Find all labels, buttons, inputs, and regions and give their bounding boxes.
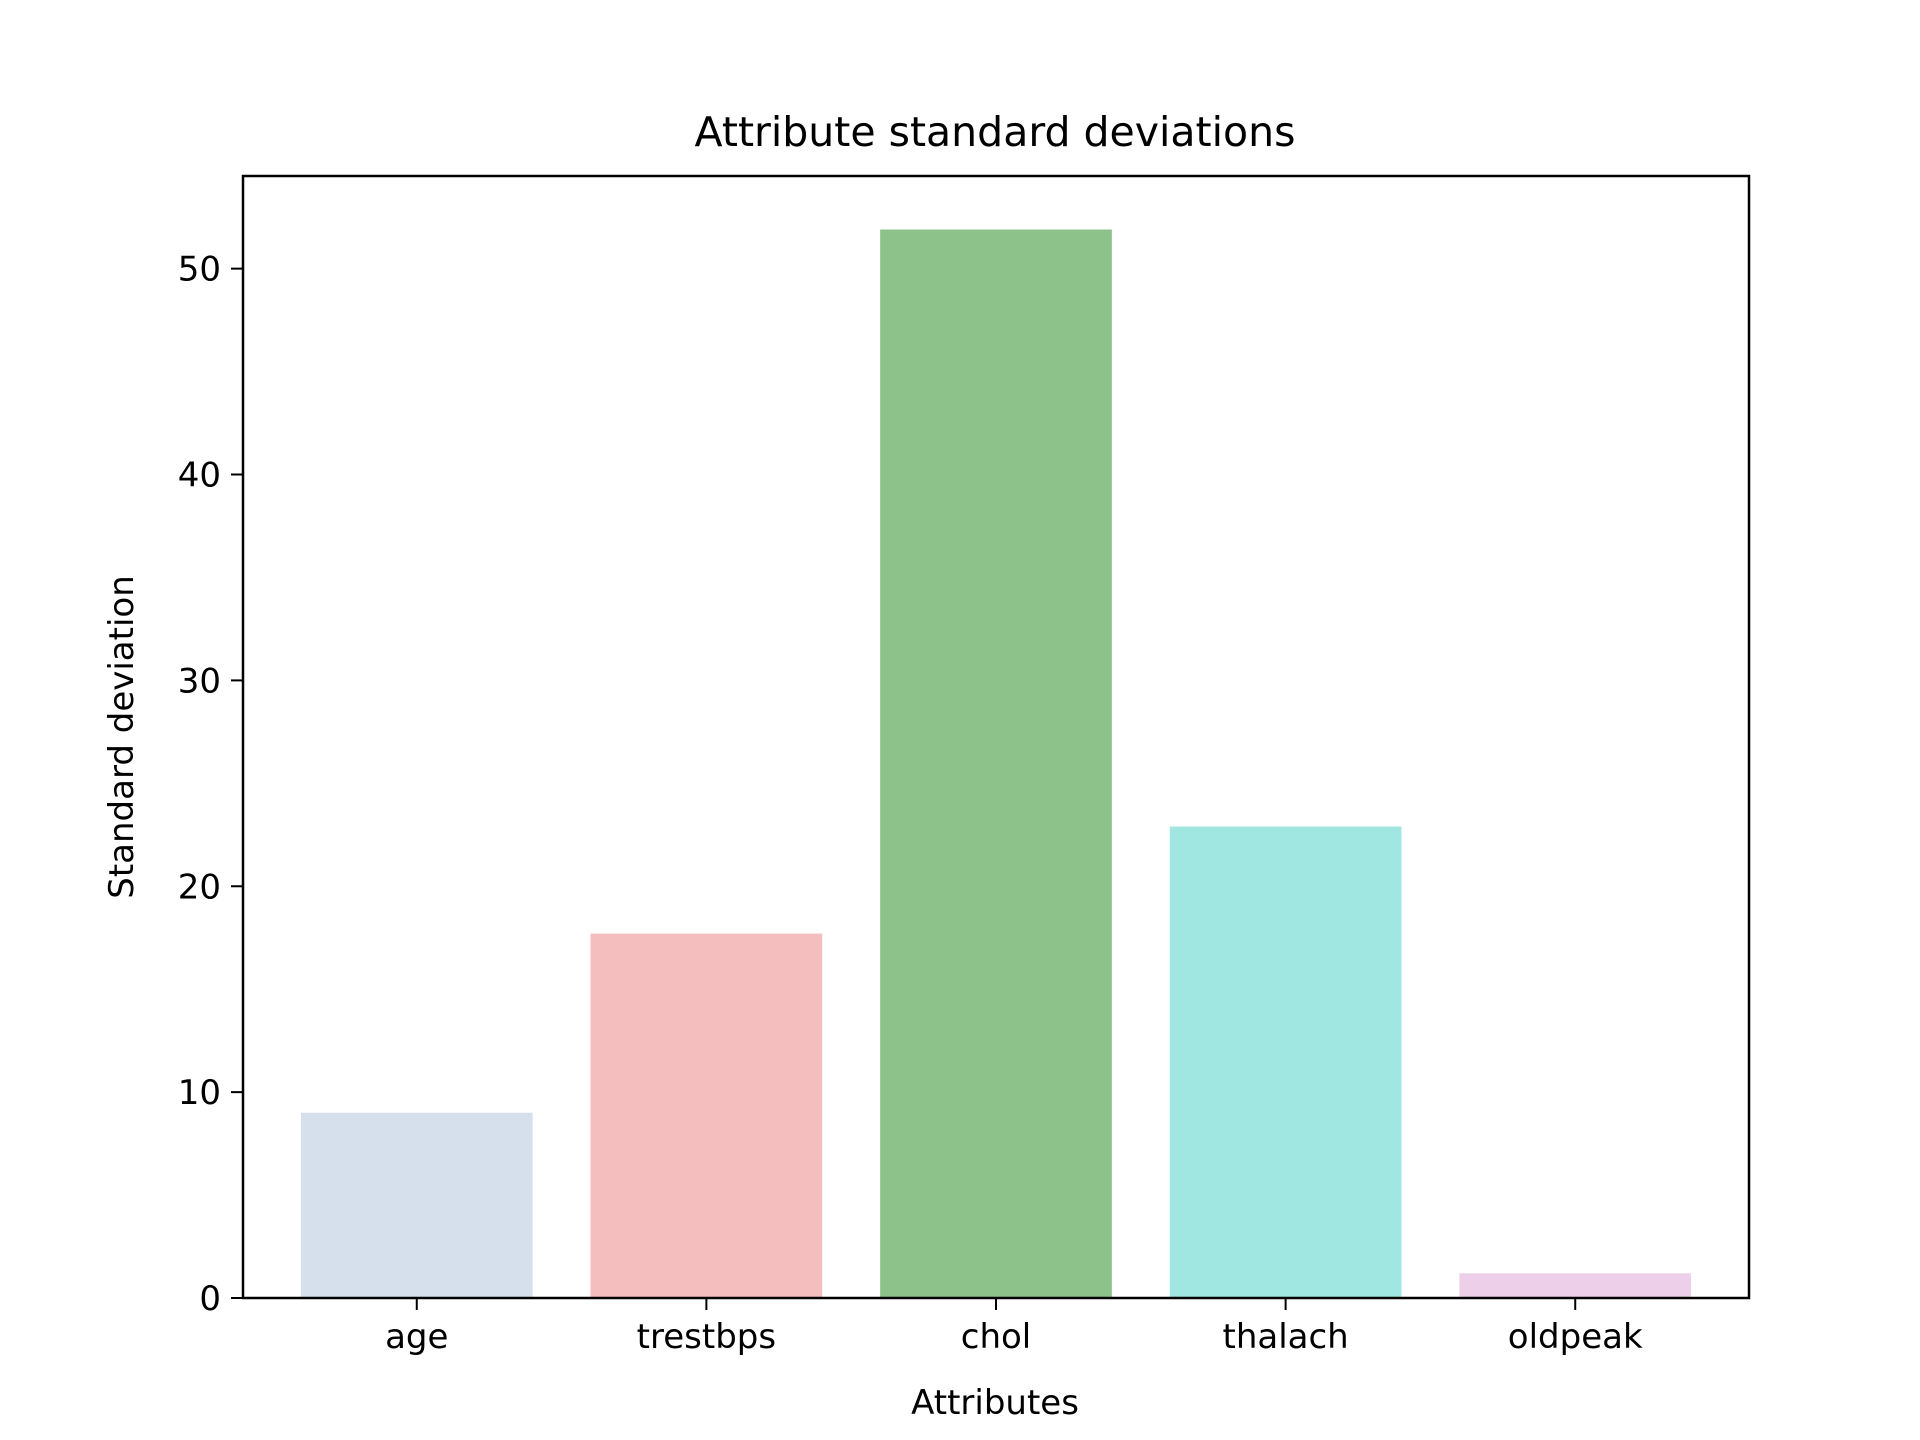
bar-trestbps <box>590 933 823 1298</box>
y-tick-label-20: 20 <box>178 867 221 907</box>
y-tick-label-30: 30 <box>178 661 221 701</box>
x-tick-label-oldpeak: oldpeak <box>1508 1317 1643 1357</box>
x-tick-label-chol: chol <box>961 1317 1032 1357</box>
chart-title: Attribute standard deviations <box>695 108 1296 156</box>
y-tick-label-40: 40 <box>178 456 221 496</box>
y-tick-label-50: 50 <box>178 250 221 290</box>
x-tick-label-age: age <box>385 1317 448 1357</box>
x-tick-label-thalach: thalach <box>1222 1317 1348 1357</box>
bar-age <box>300 1112 533 1298</box>
y-axis-ticks: 0 10 20 30 40 50 <box>178 250 243 1319</box>
bars-group <box>300 229 1692 1298</box>
x-tick-label-trestbps: trestbps <box>637 1317 776 1357</box>
bar-thalach <box>1169 826 1402 1298</box>
y-axis-label: Standard deviation <box>102 575 142 899</box>
x-axis-label: Attributes <box>911 1383 1079 1423</box>
bar-oldpeak <box>1459 1273 1692 1298</box>
y-tick-label-10: 10 <box>178 1073 221 1113</box>
x-axis-ticks: age trestbps chol thalach oldpeak <box>385 1298 1643 1357</box>
y-tick-label-0: 0 <box>199 1279 221 1319</box>
bar-chol <box>880 229 1112 1298</box>
